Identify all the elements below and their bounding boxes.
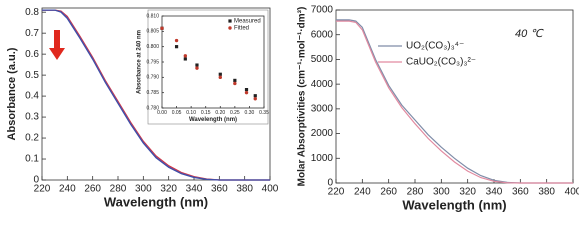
y-tick-label: 7000: [311, 5, 334, 16]
x-tick-label: 0.05: [172, 110, 182, 116]
y-tick-label: 0.785: [146, 90, 159, 96]
point: [244, 90, 249, 95]
x-tick-label: 0.00: [157, 110, 167, 116]
y-tick-label: 0.6: [25, 49, 39, 60]
point: [195, 63, 199, 67]
x-tick-label: 240: [59, 184, 76, 195]
x-tick-label: 380: [538, 187, 555, 198]
point: [218, 72, 222, 76]
y-tick-label: 0.4: [25, 91, 39, 102]
x-tick-label: 220: [34, 184, 51, 195]
y-tick-label: 5000: [311, 54, 334, 65]
point: [218, 75, 222, 80]
y-tick-label: 3000: [311, 103, 334, 114]
y-tick-label: 0.810: [146, 13, 159, 19]
point: [233, 78, 237, 82]
y-axis-label: Absorbance at 240 nm: [137, 30, 143, 94]
arrow: [49, 30, 65, 60]
point: [244, 88, 249, 92]
figure: 220 240 260 280 300 320 340 360 380 40000.10.20.3…: [6, 5, 579, 213]
y-tick-label: 1000: [311, 153, 334, 164]
legend-marker: [228, 19, 232, 23]
y-tick-label: 0.1: [25, 154, 39, 165]
y-tick-label: 0.790: [146, 75, 159, 81]
legend-label: UO₂(CO₃)₃⁴⁻: [406, 41, 464, 52]
annotation: 40 ℃: [515, 28, 544, 40]
y-tick-label: 0.805: [146, 29, 159, 35]
x-tick-label: 240: [354, 187, 371, 198]
y-tick-label: 0.3: [25, 112, 39, 123]
x-tick-label: 340: [486, 187, 503, 198]
plot-frame: [335, 9, 574, 184]
point: [195, 66, 199, 70]
y-axis-label: Absorbance (a.u.): [6, 47, 18, 140]
x-tick-label: 0.30: [245, 110, 255, 116]
x-tick-label: 320: [459, 187, 476, 198]
y-tick-label: 0: [327, 178, 333, 189]
y-tick-label: 0.780: [146, 105, 159, 111]
y-tick-label: 6000: [311, 29, 334, 40]
x-tick-label: 260: [380, 187, 397, 198]
y-tick-label: 0.7: [25, 28, 39, 39]
x-tick-label: 0.20: [215, 110, 225, 116]
y-axis-label: Molar Absorptivities (cm⁻¹·mol⁻¹·dm³): [297, 7, 308, 187]
point: [183, 54, 188, 58]
x-tick-label: 380: [236, 184, 253, 195]
x-tick-label: 260: [84, 184, 101, 195]
y-tick-label: 0.5: [25, 70, 39, 81]
x-axis-label: Wavelength (nm): [104, 194, 208, 209]
legend-label: CaUO₂(CO₃)₃²⁻: [406, 57, 476, 68]
legend-label: Fitted: [234, 26, 249, 32]
x-tick-label: 400: [262, 184, 279, 195]
x-tick-label: 300: [135, 184, 152, 195]
x-tick-label: 280: [407, 187, 424, 198]
x-tick-label: 400: [565, 187, 579, 198]
point: [174, 45, 179, 49]
point: [253, 94, 257, 98]
x-axis-label: Wavelength (nm): [402, 197, 506, 212]
legend-marker: [228, 26, 232, 30]
y-tick-label: 0: [33, 175, 39, 186]
x-tick-label: 340: [186, 184, 203, 195]
x-axis-label: Wavelength (nm): [189, 117, 237, 123]
x-tick-label: 360: [211, 184, 228, 195]
point: [183, 57, 187, 61]
inset-frame: [147, 9, 269, 125]
point: [160, 26, 164, 30]
x-tick-label: 320: [160, 184, 177, 195]
line: [336, 20, 573, 184]
x-tick-label: 360: [512, 187, 529, 198]
x-tick-label: 300: [433, 187, 450, 198]
y-tick-label: 0.800: [146, 44, 159, 50]
point: [174, 38, 179, 43]
y-tick-label: 2000: [311, 128, 334, 139]
y-tick-label: 0.2: [25, 133, 39, 144]
y-tick-label: 4000: [311, 79, 334, 90]
y-tick-label: 0.795: [146, 59, 159, 65]
x-tick-label: 0.15: [201, 110, 211, 116]
point: [253, 97, 257, 101]
x-tick-label: 220: [328, 187, 345, 198]
line: [42, 9, 270, 181]
y-tick-label: 0.8: [25, 7, 39, 18]
x-tick-label: 0.35: [259, 110, 269, 116]
x-tick-label: 0.10: [186, 110, 196, 116]
legend-label: Measured: [234, 19, 261, 25]
x-tick-label: 280: [110, 184, 127, 195]
x-tick-label: 0.25: [230, 110, 240, 116]
plot-frame: [41, 7, 271, 181]
point: [233, 81, 237, 86]
